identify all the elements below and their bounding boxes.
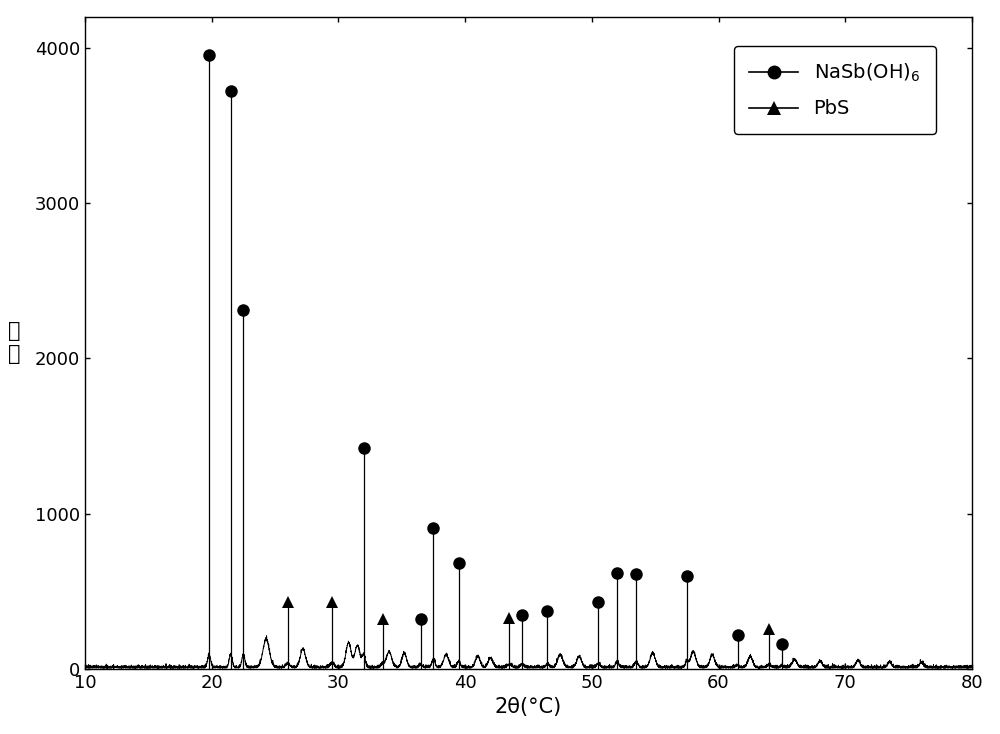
Text: 强
度: 强 度 <box>8 321 20 364</box>
X-axis label: 2θ(°C): 2θ(°C) <box>495 697 562 717</box>
Legend: NaSb(OH)$_6$, PbS: NaSb(OH)$_6$, PbS <box>734 46 936 134</box>
